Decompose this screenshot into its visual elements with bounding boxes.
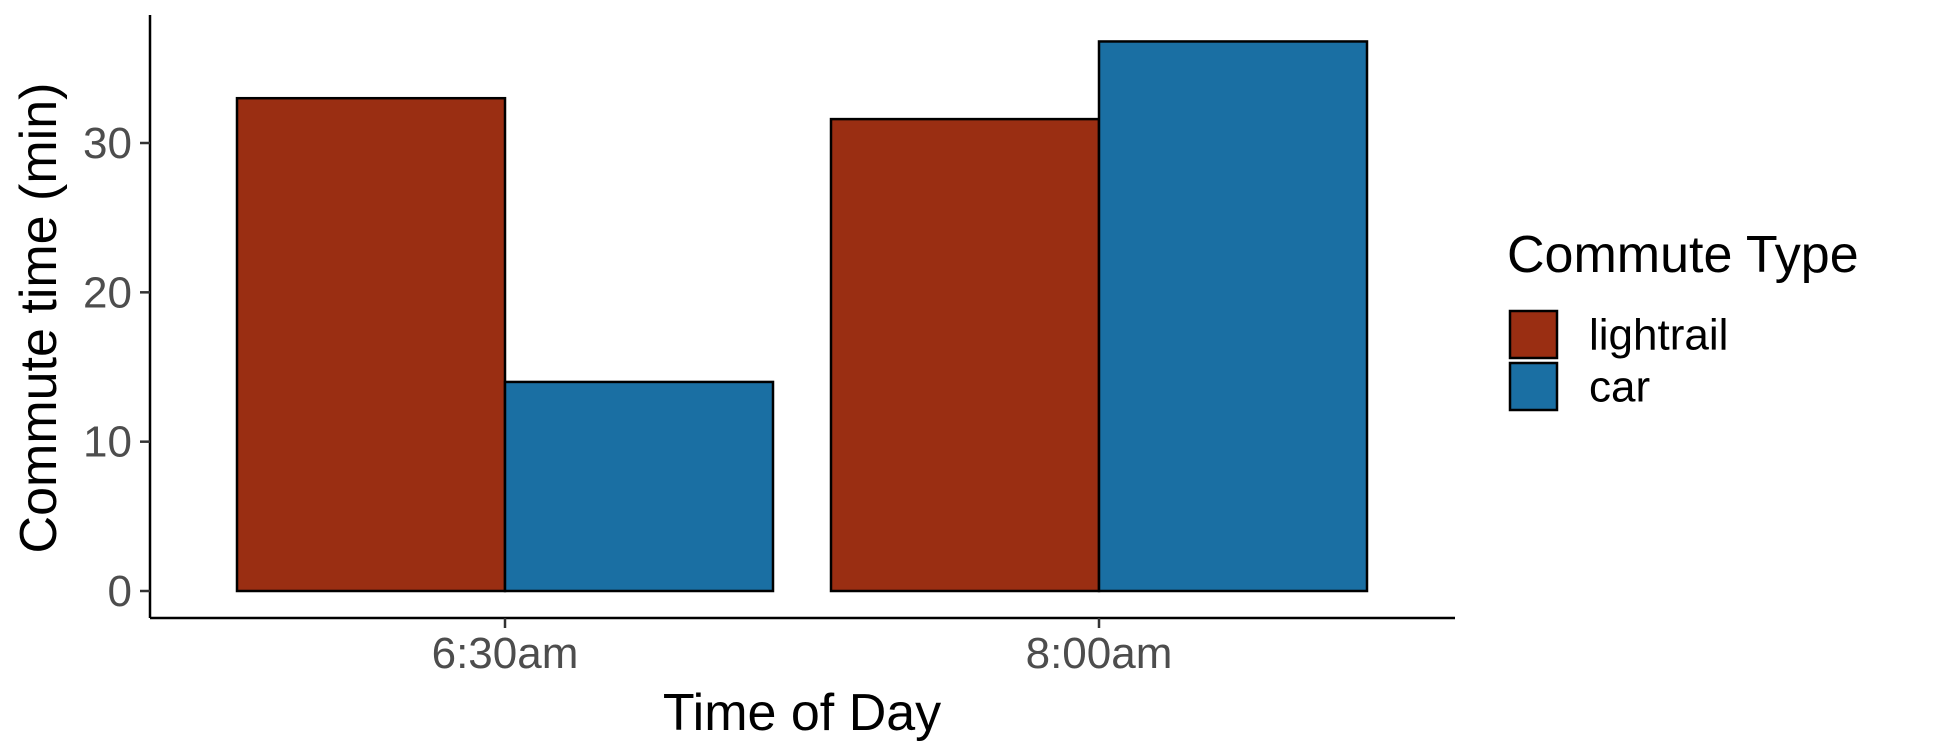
y-tick-label: 20: [83, 268, 132, 317]
legend-title: Commute Type: [1507, 226, 1859, 284]
x-axis-title: Time of Day: [663, 684, 941, 742]
bar-lightrail-6:30am: [235, 96, 507, 593]
legend-key-lightrail: [1508, 309, 1559, 360]
y-tick-label: 10: [83, 418, 132, 467]
bar-car-8:00am: [1097, 40, 1369, 593]
x-ticks: 6:30am 8:00am: [432, 618, 1173, 678]
y-tick-label: 0: [108, 567, 132, 616]
y-ticks: 0 10 20 30: [83, 119, 150, 616]
legend-label-lightrail: lightrail: [1589, 311, 1728, 360]
legend-key-car: [1508, 361, 1559, 412]
x-tick-label: 6:30am: [432, 629, 579, 678]
bar-car-6:30am: [503, 380, 775, 593]
x-tick-label: 8:00am: [1026, 629, 1173, 678]
bar-lightrail-8:00am: [829, 117, 1101, 593]
bars-layer: [235, 40, 1369, 593]
legend-label-car: car: [1589, 363, 1650, 412]
y-tick-label: 30: [83, 119, 132, 168]
y-axis-title: Commute time (min): [10, 83, 68, 554]
